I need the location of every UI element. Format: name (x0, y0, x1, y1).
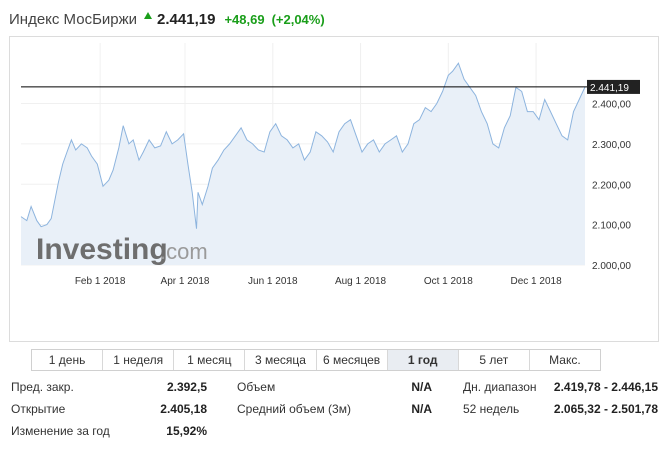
x-tick-label: Apr 1 2018 (161, 276, 210, 287)
stat-value: 2.405,18 (160, 402, 207, 416)
stat-avg-volume: Средний объем (3м) N/A (237, 400, 432, 418)
tab-1-month[interactable]: 1 месяц (173, 350, 244, 370)
current-price-tag-label: 2.441,19 (590, 83, 629, 94)
stat-value: N/A (411, 380, 432, 394)
current-price-tag: 2.441,19 (587, 79, 640, 94)
logo-suffix-text: .com (160, 239, 208, 264)
stat-prev-close: Пред. закр. 2.392,5 (11, 378, 207, 396)
chart-card: Investing .com 2.441,19 2.000,00 2.100,00… (9, 36, 660, 371)
stat-label: 52 недель (463, 402, 520, 416)
price-area-fill (21, 63, 585, 266)
stat-day-range: Дн. диапазон 2.419,78 - 2.446,15 (463, 378, 658, 396)
stat-label: Объем (237, 380, 276, 394)
y-tick-label: 2.400,00 (592, 100, 631, 111)
logo-main-text: Investing (36, 233, 168, 266)
x-tick-label: Jun 1 2018 (248, 276, 298, 287)
stat-52-week: 52 недель 2.065,32 - 2.501,78 (463, 400, 658, 418)
price-change: +48,69 (224, 11, 265, 27)
up-arrow-icon (144, 11, 153, 19)
tab-6-months[interactable]: 6 месяцев (315, 350, 387, 370)
stat-year-change: Изменение за год 15,92% (11, 422, 207, 440)
last-price: 2.441,19 (157, 10, 216, 28)
investing-logo: Investing .com (36, 233, 208, 266)
y-tick-label: 2.000,00 (592, 261, 631, 272)
y-tick-label: 2.100,00 (592, 221, 631, 232)
stat-value: 15,92% (166, 424, 207, 438)
x-tick-label: Dec 1 2018 (511, 276, 563, 287)
price-change-percent: (+2,04%) (271, 11, 325, 27)
timeframe-tabs: 1 день 1 неделя 1 месяц 3 месяца 6 месяц… (31, 349, 601, 371)
stat-label: Изменение за год (11, 424, 110, 438)
y-tick-label: 2.200,00 (592, 180, 631, 191)
stat-label: Средний объем (3м) (237, 402, 351, 416)
stat-value: 2.065,32 - 2.501,78 (553, 402, 658, 416)
instrument-title: Индекс МосБиржи (9, 10, 138, 28)
y-axis: 2.000,00 2.100,00 2.200,00 2.300,00 2.400,00 (592, 100, 631, 272)
x-axis: Feb 1 2018 Apr 1 2018 Jun 1 2018 Aug 1 2018… (75, 276, 562, 287)
stat-open: Открытие 2.405,18 (11, 400, 207, 418)
tab-1-week[interactable]: 1 неделя (102, 350, 173, 370)
tab-3-months[interactable]: 3 месяца (244, 350, 315, 370)
stat-value: 2.392,5 (166, 380, 207, 394)
y-tick-label: 2.300,00 (592, 140, 631, 151)
tab-5-years[interactable]: 5 лет (457, 350, 529, 370)
current-price-tag-bg (587, 79, 640, 94)
x-tick-label: Feb 1 2018 (75, 276, 126, 287)
stat-label: Пред. закр. (11, 380, 74, 394)
price-line (20, 62, 586, 229)
stat-label: Открытие (11, 402, 66, 416)
tab-1-year[interactable]: 1 год (386, 350, 458, 370)
stat-label: Дн. диапазон (463, 380, 537, 394)
tab-1-day[interactable]: 1 день (48, 353, 86, 367)
stat-volume: Объем N/A (237, 378, 432, 396)
x-tick-label: Oct 1 2018 (424, 276, 473, 287)
price-chart[interactable]: Investing .com 2.441,19 2.000,00 2.100,00… (10, 37, 660, 343)
x-tick-label: Aug 1 2018 (335, 276, 387, 287)
quote-header: Индекс МосБиржи 2.441,19 +48,69 (+2,04%) (9, 9, 325, 29)
stat-value: 2.419,78 - 2.446,15 (553, 380, 658, 394)
tab-max[interactable]: Макс. (528, 350, 600, 370)
stat-value: N/A (411, 402, 432, 416)
